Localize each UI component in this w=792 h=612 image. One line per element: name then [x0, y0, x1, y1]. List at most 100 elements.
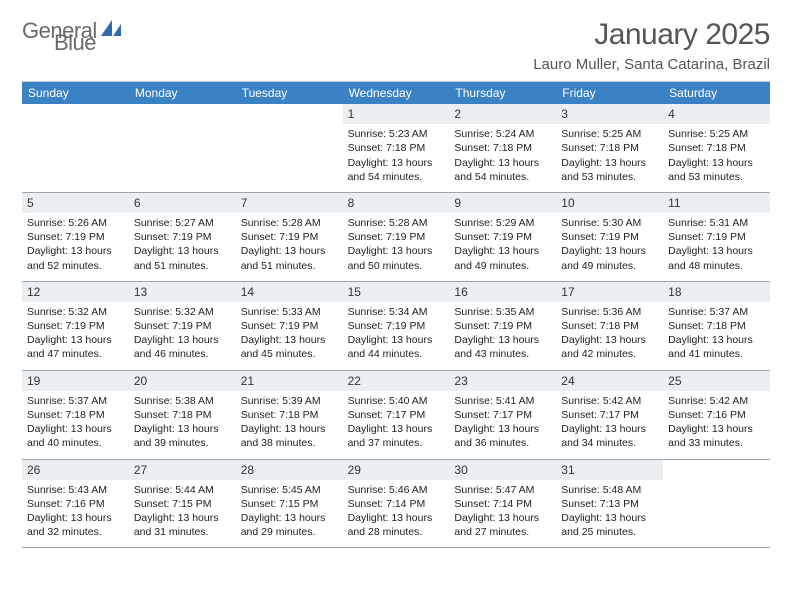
calendar-day: 17Sunrise: 5:36 AMSunset: 7:18 PMDayligh…: [556, 282, 663, 370]
daylight-line: Daylight: 13 hours and 28 minutes.: [348, 511, 445, 539]
sunset-line: Sunset: 7:18 PM: [561, 319, 658, 333]
sunrise-line: Sunrise: 5:43 AM: [27, 483, 124, 497]
day-number: 1: [343, 104, 450, 124]
day-number: 11: [663, 193, 770, 213]
weekday-header-row: SundayMondayTuesdayWednesdayThursdayFrid…: [22, 82, 770, 104]
sunrise-line: Sunrise: 5:36 AM: [561, 305, 658, 319]
day-number: 22: [343, 371, 450, 391]
calendar-week: 1Sunrise: 5:23 AMSunset: 7:18 PMDaylight…: [22, 104, 770, 193]
calendar-day: 3Sunrise: 5:25 AMSunset: 7:18 PMDaylight…: [556, 104, 663, 192]
calendar-day-empty: [129, 104, 236, 192]
calendar-day: 20Sunrise: 5:38 AMSunset: 7:18 PMDayligh…: [129, 371, 236, 459]
sunrise-line: Sunrise: 5:34 AM: [348, 305, 445, 319]
day-number: 6: [129, 193, 236, 213]
day-number: 9: [449, 193, 556, 213]
sunrise-line: Sunrise: 5:27 AM: [134, 216, 231, 230]
sunset-line: Sunset: 7:14 PM: [348, 497, 445, 511]
sunset-line: Sunset: 7:19 PM: [454, 230, 551, 244]
calendar-day: 8Sunrise: 5:28 AMSunset: 7:19 PMDaylight…: [343, 193, 450, 281]
daylight-line: Daylight: 13 hours and 37 minutes.: [348, 422, 445, 450]
sunrise-line: Sunrise: 5:44 AM: [134, 483, 231, 497]
sunrise-line: Sunrise: 5:48 AM: [561, 483, 658, 497]
sunrise-line: Sunrise: 5:26 AM: [27, 216, 124, 230]
daylight-line: Daylight: 13 hours and 34 minutes.: [561, 422, 658, 450]
day-number: 30: [449, 460, 556, 480]
sunset-line: Sunset: 7:17 PM: [348, 408, 445, 422]
weekday-label: Monday: [129, 82, 236, 104]
weekday-label: Tuesday: [236, 82, 343, 104]
calendar-day: 26Sunrise: 5:43 AMSunset: 7:16 PMDayligh…: [22, 460, 129, 548]
sunset-line: Sunset: 7:15 PM: [241, 497, 338, 511]
brand-logo: General Blue: [22, 18, 123, 44]
calendar-week: 26Sunrise: 5:43 AMSunset: 7:16 PMDayligh…: [22, 460, 770, 549]
daylight-line: Daylight: 13 hours and 50 minutes.: [348, 244, 445, 272]
calendar-day: 12Sunrise: 5:32 AMSunset: 7:19 PMDayligh…: [22, 282, 129, 370]
brand-sail-icon: [101, 20, 123, 43]
weekday-label: Thursday: [449, 82, 556, 104]
sunrise-line: Sunrise: 5:25 AM: [561, 127, 658, 141]
daylight-line: Daylight: 13 hours and 49 minutes.: [561, 244, 658, 272]
title-block: January 2025 Lauro Muller, Santa Catarin…: [533, 18, 770, 73]
day-number: 18: [663, 282, 770, 302]
sunset-line: Sunset: 7:19 PM: [27, 319, 124, 333]
day-number: 15: [343, 282, 450, 302]
calendar-day-empty: [22, 104, 129, 192]
sunrise-line: Sunrise: 5:45 AM: [241, 483, 338, 497]
sunrise-line: Sunrise: 5:37 AM: [668, 305, 765, 319]
daylight-line: Daylight: 13 hours and 25 minutes.: [561, 511, 658, 539]
calendar-day-empty: [236, 104, 343, 192]
sunset-line: Sunset: 7:18 PM: [454, 141, 551, 155]
calendar-day: 31Sunrise: 5:48 AMSunset: 7:13 PMDayligh…: [556, 460, 663, 548]
calendar-day: 7Sunrise: 5:28 AMSunset: 7:19 PMDaylight…: [236, 193, 343, 281]
sunrise-line: Sunrise: 5:47 AM: [454, 483, 551, 497]
day-number: 3: [556, 104, 663, 124]
calendar-day: 27Sunrise: 5:44 AMSunset: 7:15 PMDayligh…: [129, 460, 236, 548]
day-number: 10: [556, 193, 663, 213]
sunset-line: Sunset: 7:18 PM: [348, 141, 445, 155]
day-number: 23: [449, 371, 556, 391]
calendar-day: 5Sunrise: 5:26 AMSunset: 7:19 PMDaylight…: [22, 193, 129, 281]
sunrise-line: Sunrise: 5:29 AM: [454, 216, 551, 230]
sunset-line: Sunset: 7:18 PM: [241, 408, 338, 422]
calendar-day: 16Sunrise: 5:35 AMSunset: 7:19 PMDayligh…: [449, 282, 556, 370]
sunrise-line: Sunrise: 5:35 AM: [454, 305, 551, 319]
calendar-day: 25Sunrise: 5:42 AMSunset: 7:16 PMDayligh…: [663, 371, 770, 459]
sunset-line: Sunset: 7:15 PM: [134, 497, 231, 511]
brand-word2: Blue: [54, 30, 96, 55]
sunset-line: Sunset: 7:16 PM: [668, 408, 765, 422]
sunrise-line: Sunrise: 5:28 AM: [348, 216, 445, 230]
calendar-day: 6 Sunrise: 5:27 AMSunset: 7:19 PMDaylight…: [129, 193, 236, 281]
daylight-line: Daylight: 13 hours and 53 minutes.: [668, 156, 765, 184]
sunrise-line: Sunrise: 5:41 AM: [454, 394, 551, 408]
weekday-label: Sunday: [22, 82, 129, 104]
daylight-line: Daylight: 13 hours and 38 minutes.: [241, 422, 338, 450]
calendar-day: 30Sunrise: 5:47 AMSunset: 7:14 PMDayligh…: [449, 460, 556, 548]
daylight-line: Daylight: 13 hours and 29 minutes.: [241, 511, 338, 539]
day-number: 8: [343, 193, 450, 213]
day-number: 7: [236, 193, 343, 213]
sunset-line: Sunset: 7:19 PM: [134, 319, 231, 333]
day-number: 21: [236, 371, 343, 391]
day-number: 5: [22, 193, 129, 213]
day-number: 24: [556, 371, 663, 391]
day-number: 27: [129, 460, 236, 480]
daylight-line: Daylight: 13 hours and 33 minutes.: [668, 422, 765, 450]
sunrise-line: Sunrise: 5:30 AM: [561, 216, 658, 230]
weekday-label: Friday: [556, 82, 663, 104]
calendar-day: 13Sunrise: 5:32 AMSunset: 7:19 PMDayligh…: [129, 282, 236, 370]
sunset-line: Sunset: 7:17 PM: [454, 408, 551, 422]
daylight-line: Daylight: 13 hours and 41 minutes.: [668, 333, 765, 361]
sunset-line: Sunset: 7:19 PM: [134, 230, 231, 244]
sunrise-line: Sunrise: 5:32 AM: [27, 305, 124, 319]
sunrise-line: Sunrise: 5:39 AM: [241, 394, 338, 408]
calendar: SundayMondayTuesdayWednesdayThursdayFrid…: [22, 81, 770, 548]
daylight-line: Daylight: 13 hours and 51 minutes.: [134, 244, 231, 272]
daylight-line: Daylight: 13 hours and 43 minutes.: [454, 333, 551, 361]
sunrise-line: Sunrise: 5:40 AM: [348, 394, 445, 408]
sunset-line: Sunset: 7:19 PM: [668, 230, 765, 244]
location-text: Lauro Muller, Santa Catarina, Brazil: [533, 56, 770, 73]
sunset-line: Sunset: 7:19 PM: [241, 230, 338, 244]
calendar-day: 29Sunrise: 5:46 AMSunset: 7:14 PMDayligh…: [343, 460, 450, 548]
daylight-line: Daylight: 13 hours and 32 minutes.: [27, 511, 124, 539]
calendar-day: 1Sunrise: 5:23 AMSunset: 7:18 PMDaylight…: [343, 104, 450, 192]
